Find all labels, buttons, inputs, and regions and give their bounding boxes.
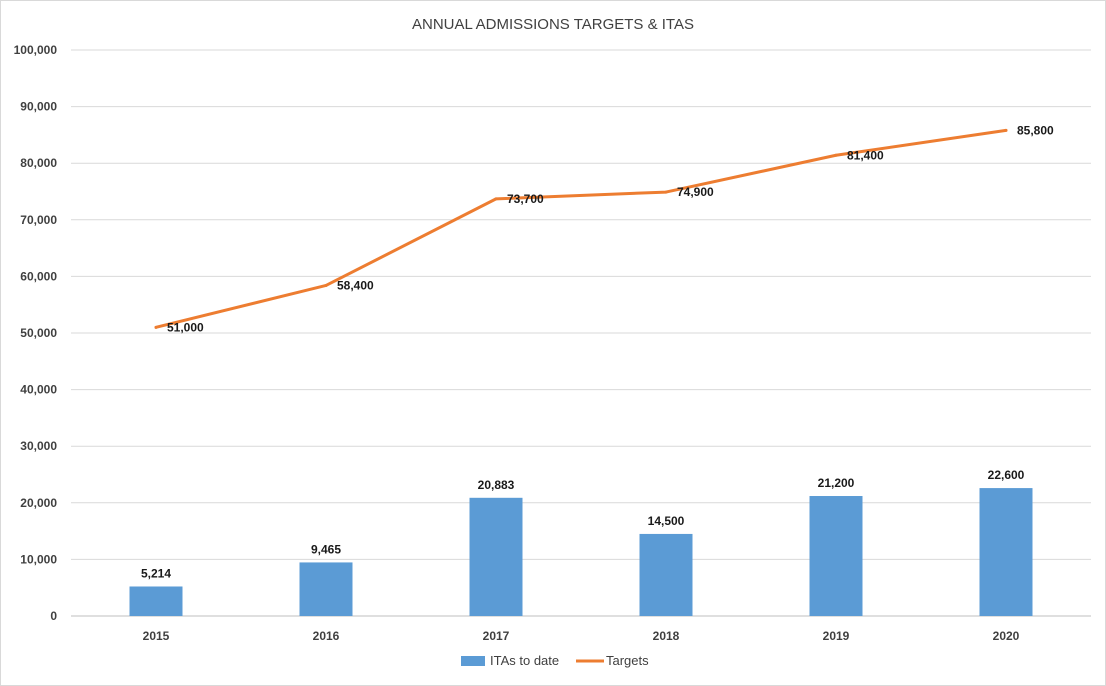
bar-value-label: 5,214 bbox=[141, 566, 171, 580]
target-point-2018 bbox=[664, 190, 668, 194]
bar-2018 bbox=[639, 533, 693, 616]
target-value-label: 85,800 bbox=[1017, 123, 1054, 137]
y-tick-label: 70,000 bbox=[20, 213, 57, 227]
legend-item-itas: ITAs to date bbox=[461, 653, 559, 668]
bar-value-label: 21,200 bbox=[818, 476, 855, 490]
target-point-2016 bbox=[324, 283, 328, 287]
x-tick-label: 2015 bbox=[143, 629, 170, 643]
y-axis-tick-labels: 0 10,000 20,000 30,000 40,000 50,000 60,000 70,… bbox=[14, 43, 58, 623]
bar-2019 bbox=[809, 496, 863, 616]
y-tick-label: 60,000 bbox=[20, 269, 57, 283]
target-point-2015 bbox=[154, 325, 158, 329]
bar-value-label: 20,883 bbox=[478, 478, 515, 492]
x-tick-label: 2019 bbox=[823, 629, 850, 643]
y-tick-label: 100,000 bbox=[14, 43, 58, 57]
target-point-2020 bbox=[1004, 128, 1008, 132]
bar-series bbox=[129, 488, 1033, 616]
bar-value-label: 14,500 bbox=[648, 514, 685, 528]
bar-value-label: 22,600 bbox=[988, 468, 1025, 482]
x-tick-label: 2018 bbox=[653, 629, 680, 643]
gridlines bbox=[71, 49, 1091, 617]
bar-2020 bbox=[979, 488, 1033, 616]
x-axis-tick-labels: 2015 2016 2017 2018 2019 2020 bbox=[143, 629, 1020, 643]
bar-2017 bbox=[469, 497, 523, 616]
x-tick-label: 2016 bbox=[313, 629, 340, 643]
target-value-label: 51,000 bbox=[167, 320, 204, 334]
target-point-2019 bbox=[834, 153, 838, 157]
y-tick-label: 40,000 bbox=[20, 383, 57, 397]
target-value-label: 81,400 bbox=[847, 148, 884, 162]
target-value-label: 74,900 bbox=[677, 185, 714, 199]
legend-item-targets: Targets bbox=[576, 653, 649, 668]
legend-label: ITAs to date bbox=[490, 653, 559, 668]
y-tick-label: 50,000 bbox=[20, 326, 57, 340]
target-value-label: 58,400 bbox=[337, 278, 374, 292]
line-series bbox=[154, 128, 1008, 329]
x-tick-label: 2017 bbox=[483, 629, 510, 643]
y-tick-label: 80,000 bbox=[20, 156, 57, 170]
legend-swatch-bar bbox=[461, 656, 485, 666]
bar-2016 bbox=[299, 562, 353, 616]
data-labels: 5,214 9,465 20,883 14,500 21,200 22,600 51,000… bbox=[141, 123, 1054, 580]
bar-value-label: 9,465 bbox=[311, 542, 341, 556]
y-tick-label: 20,000 bbox=[20, 496, 57, 510]
target-point-2017 bbox=[494, 197, 498, 201]
legend: ITAs to date Targets bbox=[461, 653, 649, 668]
chart-title: ANNUAL ADMISSIONS TARGETS & ITAS bbox=[412, 16, 694, 33]
bar-2015 bbox=[129, 586, 183, 616]
target-value-label: 73,700 bbox=[507, 192, 544, 206]
x-tick-label: 2020 bbox=[993, 629, 1020, 643]
y-tick-label: 0 bbox=[50, 609, 57, 623]
targets-line bbox=[154, 128, 1008, 329]
legend-label: Targets bbox=[606, 653, 649, 668]
y-tick-label: 10,000 bbox=[20, 552, 57, 566]
y-tick-label: 90,000 bbox=[20, 100, 57, 114]
y-tick-label: 30,000 bbox=[20, 439, 57, 453]
